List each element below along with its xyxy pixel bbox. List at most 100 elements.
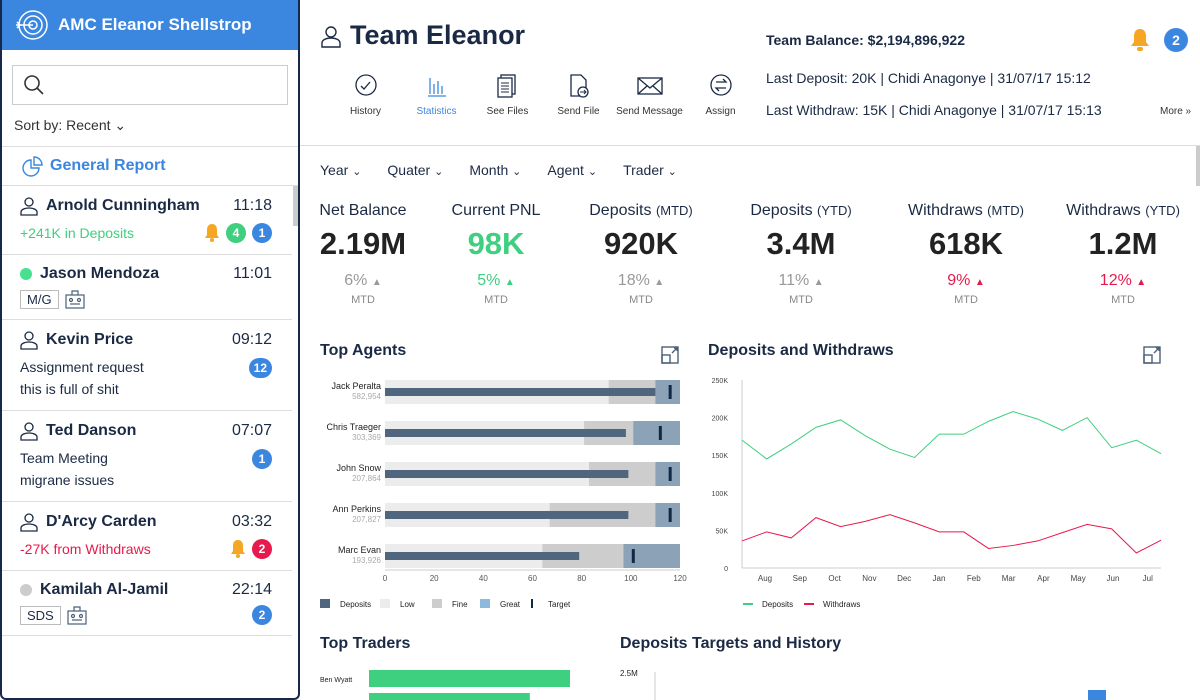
kpi-value: 3.4M [766,226,836,261]
files-icon [496,74,516,98]
tool-label: Send Message [616,106,683,117]
kpi-unit: (MTD) [655,203,693,218]
kpi-row: Net Balance 2.19M 6% ▲ MTD Current PNL 98K 5… [300,202,1200,306]
x-tick: 80 [577,574,586,583]
legend-swatch [531,599,533,608]
sort-dropdown[interactable]: Sort by: Recent ⌄ [14,117,286,134]
count-badge: 4 [226,223,246,243]
filter-year[interactable]: Year ⌄ [320,162,361,178]
contact-name: D'Arcy Carden [46,513,157,530]
search-input[interactable] [12,65,288,105]
contact-name: Arnold Cunningham [46,197,200,214]
filter-quater[interactable]: Quater ⌄ [387,162,443,178]
tool-send-message[interactable]: Send Message [614,72,685,117]
contact-time: 07:07 [231,422,272,439]
status-dot [20,268,32,280]
y-tick: 50K [716,528,729,535]
contact-name: Jason Mendoza [40,265,160,282]
bell-icon [231,540,245,558]
notification-count: 2 [1164,28,1188,52]
filter-agent[interactable]: Agent ⌄ [547,162,597,178]
title-text: Team Eleanor [350,20,526,50]
kpi-change: 6% [344,272,368,289]
filter-month[interactable]: Month ⌄ [469,162,521,178]
contact-item[interactable]: D'Arcy Carden 03:32 -27K from Withdraws 2 [2,502,292,571]
deposits-withdraws-title: Deposits and Withdraws [708,342,894,359]
x-tick: Oct [828,574,841,583]
notifications[interactable]: 2 [1130,28,1188,52]
contact-item[interactable]: Kamilah Al-Jamil 22:14 SDS 2 [2,571,292,636]
series-line-deposits [741,411,1162,460]
x-tick: 40 [479,574,488,583]
tool-label: Send File [557,106,600,117]
tool-label: History [349,106,382,117]
contact-item[interactable]: Ted Danson 07:07 Team Meeting migrane issue… [2,411,292,502]
robot-icon [64,290,85,309]
agent-name: Ann Perkins [332,504,381,514]
toolbar: History Statistics See Files Send File Send … [330,72,756,117]
targets-history-chart: 2.5M [620,669,1106,700]
count-badge: 12 [248,358,272,378]
contact-list: Arnold Cunningham 11:18 +241K in Deposits 4… [2,186,298,636]
user-icon [20,331,38,350]
target-marker [631,549,635,563]
legend-label: Deposits [340,600,371,609]
contact-item[interactable]: Jason Mendoza 11:01 M/G [2,255,292,320]
target-marker [668,467,672,481]
y-tick: 150K [712,453,729,460]
filter-trader[interactable]: Trader ⌄ [623,162,677,178]
filter-label: Agent [547,162,584,178]
x-tick: 0 [383,574,388,583]
tool-see-files[interactable]: See Files [472,72,543,117]
expand-icon[interactable] [661,346,679,364]
envelope-icon [636,77,663,95]
legend-label: Great [500,600,521,609]
filter-label: Trader [623,162,664,178]
kpi-unit: (MTD) [987,203,1024,218]
chevron-down-icon: ⌄ [512,166,522,178]
top-traders-title: Top Traders [320,635,411,652]
tool-history[interactable]: History [330,72,401,117]
top-traders-chart: Ben WyattJason Me... [320,670,570,700]
deposits-withdraws-chart: 0 50K 100K 150K 200K 250K Aug Sep Oct Nov Dec Jan Fe… [712,378,1162,609]
kpi-change: 11% [778,272,810,289]
filter-label: Quater [387,162,431,178]
activity-text: -27K from Withdraws [20,541,151,557]
legend-label: Target [548,600,571,609]
tool-assign[interactable]: Assign [685,72,756,117]
message-line: Assignment request [20,359,144,375]
filter-label: Month [469,162,509,178]
agent-name: Marc Evan [338,545,381,555]
agent-amount: 582,954 [352,392,381,401]
count-badge: 2 [252,605,272,625]
kpi-card: Net Balance 2.19M 6% ▲ MTD [300,202,426,306]
deposits-bar [385,552,580,560]
tag: M/G [20,289,59,309]
report-chart-icon [22,156,43,177]
contact-item[interactable]: Arnold Cunningham 11:18 +241K in Deposits 4… [2,186,292,255]
kpi-value: 1.2M [1088,226,1158,261]
tool-send-file[interactable]: Send File [543,72,614,117]
kpi-period: MTD [954,294,978,306]
y-tick: 100K [712,491,729,498]
top-agents-title: Top Agents [320,342,407,359]
expand-icon[interactable] [1143,346,1161,364]
main-scrollbar[interactable] [1196,146,1200,186]
y-tick: 2.5M [620,669,638,678]
y-tick: 200K [712,416,729,423]
app-header: AMC Eleanor Shellstrop [2,0,298,50]
general-report-link[interactable]: General Report [2,146,298,186]
x-tick: Dec [897,574,911,583]
target-marker [668,508,672,522]
contact-name: Ted Danson [46,422,137,439]
last-withdraw: Last Withdraw: 15K | Chidi Anagonye | 31… [766,102,1102,118]
kpi-unit: (YTD) [817,203,852,218]
general-report-label: General Report [50,157,166,174]
team-header: Team Eleanor History Statistics See Files S… [300,0,1200,146]
more-button[interactable]: More » [1160,106,1192,117]
chevron-down-icon: ⌄ [667,166,677,178]
x-tick: 100 [624,574,638,583]
sidebar-scrollbar[interactable] [293,186,298,226]
tool-statistics[interactable]: Statistics [401,72,472,117]
contact-item[interactable]: Kevin Price 09:12 Assignment request this i… [2,320,292,411]
